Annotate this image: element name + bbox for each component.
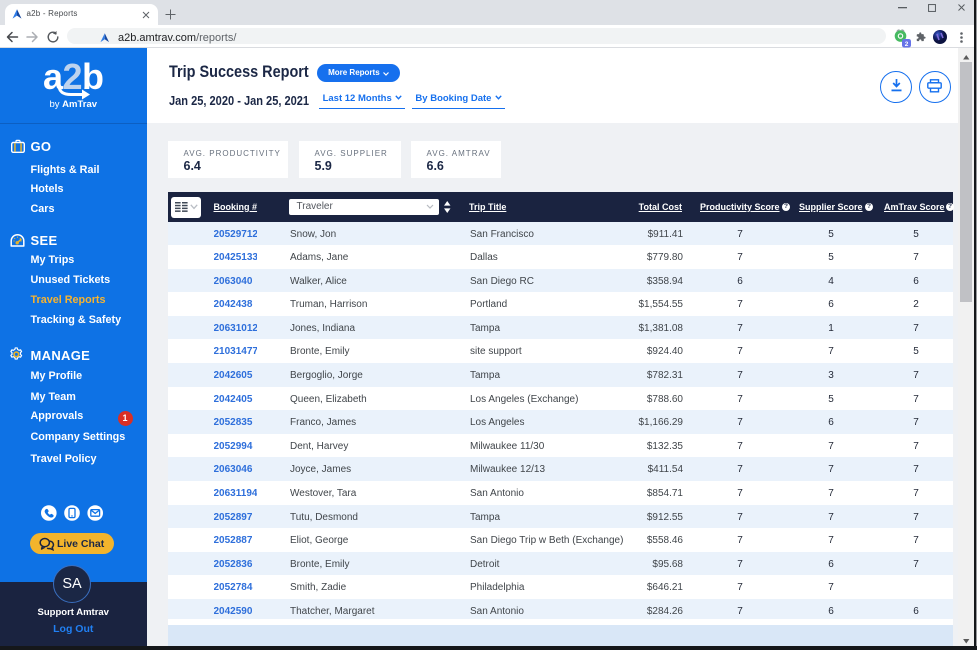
svg-text:2: 2 xyxy=(905,40,909,47)
